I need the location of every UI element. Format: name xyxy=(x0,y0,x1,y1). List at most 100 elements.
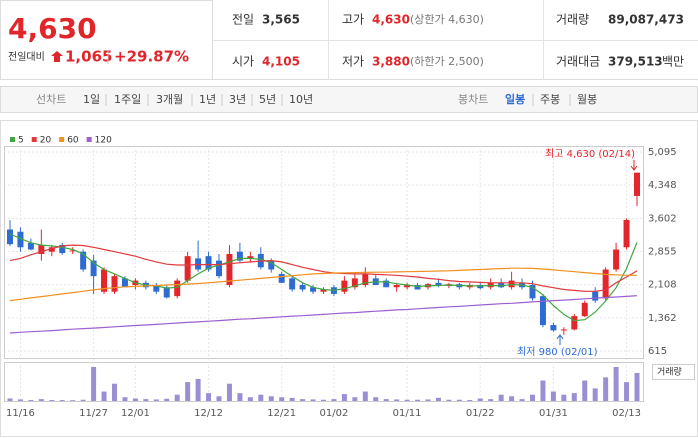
candle-body xyxy=(634,172,640,196)
tab[interactable]: 선차트 xyxy=(36,93,66,106)
volume-bar xyxy=(592,388,598,401)
toolbar xyxy=(0,86,698,113)
candle-body xyxy=(289,278,296,290)
volume-bar xyxy=(467,400,473,401)
candle-body xyxy=(362,273,369,286)
stat-value: 3,880 xyxy=(372,55,410,69)
ma-line xyxy=(9,244,638,292)
candle-period[interactable]: 일봉 xyxy=(505,92,525,106)
volume-bar xyxy=(561,394,567,401)
candle-body xyxy=(121,278,128,288)
volume-bar xyxy=(164,398,170,401)
volume-bar xyxy=(237,393,243,401)
x-tick-label: 01/11 xyxy=(393,408,422,419)
candle-body xyxy=(498,282,505,288)
candle-body xyxy=(529,285,536,299)
y-tick-label: 2,108 xyxy=(648,280,677,291)
candle-period[interactable]: 주봉 xyxy=(540,93,560,106)
price-box xyxy=(0,0,213,80)
stat-note: (하한가 2,500) xyxy=(410,54,484,68)
volume-bar xyxy=(112,383,117,401)
stat-label: 시가 xyxy=(232,55,254,69)
volume-bar xyxy=(331,399,337,401)
candle-body xyxy=(69,250,76,252)
candle-body xyxy=(38,245,45,254)
y-tick-label: 1,362 xyxy=(648,313,677,324)
volume-bar xyxy=(321,399,326,401)
candle-body xyxy=(216,260,222,277)
candle-body xyxy=(48,247,55,252)
volume-bar xyxy=(540,380,546,401)
volume-bar xyxy=(132,398,138,401)
volume-label-box xyxy=(652,364,695,380)
candle-body xyxy=(414,285,421,290)
period[interactable]: 10년 xyxy=(289,93,313,106)
stat-unit: 백만 xyxy=(662,55,684,69)
period[interactable]: 1주일 xyxy=(114,92,141,106)
candle-body xyxy=(80,251,87,270)
volume-bar xyxy=(7,398,13,401)
candle-body xyxy=(383,280,390,288)
price: 4,630 xyxy=(8,12,97,45)
candle-body xyxy=(571,316,578,330)
y-tick-label: 2,855 xyxy=(648,247,677,258)
annotation-arrow xyxy=(630,160,638,171)
plot-frame xyxy=(4,146,644,359)
stat-label: 거래량 xyxy=(556,13,589,27)
annotation: 최저 980 (02/01) xyxy=(517,346,598,358)
candle-period[interactable]: 월봉 xyxy=(577,93,597,106)
volume-bar xyxy=(362,391,368,401)
x-tick-label: 12/12 xyxy=(194,408,223,419)
candle-body xyxy=(351,278,358,288)
volume-label: 거래량 xyxy=(657,366,682,378)
period[interactable]: 5년 xyxy=(259,93,276,106)
change: 1,065 xyxy=(65,48,112,66)
volume-bar xyxy=(226,383,232,401)
stat-note: (상한가 4,630) xyxy=(410,13,484,26)
volume-bar xyxy=(498,394,504,401)
stat-label: 고가 xyxy=(342,13,364,27)
volume-bar xyxy=(206,393,212,401)
volume-bar xyxy=(634,372,640,401)
candle-body xyxy=(592,291,599,301)
candle-body xyxy=(7,229,13,245)
volume-bar xyxy=(247,397,253,401)
candle-body xyxy=(226,253,233,286)
annotation: 최고 4,630 (02/14) xyxy=(545,148,635,160)
volume-bar xyxy=(425,399,431,401)
up-icon xyxy=(51,51,63,62)
candle-body xyxy=(435,282,442,286)
volume-bar xyxy=(49,400,55,401)
candle-body xyxy=(90,260,97,277)
volume-bar xyxy=(404,399,410,401)
candle-body xyxy=(59,245,66,254)
volume-bar xyxy=(268,396,274,401)
x-tick-label: 12/01 xyxy=(121,408,150,419)
candle-body xyxy=(236,251,243,261)
volume-bar xyxy=(174,394,180,401)
candle-body xyxy=(550,325,557,331)
legend-label: 20 xyxy=(40,136,52,146)
period[interactable]: 1일 xyxy=(83,92,100,106)
volume-bar xyxy=(550,391,556,401)
candle-body xyxy=(27,242,34,250)
tab[interactable]: 봉차트 xyxy=(458,93,488,106)
volume-bar xyxy=(185,382,191,401)
volume-frame xyxy=(4,362,644,402)
period[interactable]: 3개월 xyxy=(156,93,183,106)
marks xyxy=(7,172,640,401)
candle-body xyxy=(195,258,202,270)
change-rate: +29.87% xyxy=(114,48,189,66)
volume-bar xyxy=(91,367,97,401)
period[interactable]: 3년 xyxy=(229,93,246,106)
legend-label: 60 xyxy=(67,136,79,146)
period[interactable]: 1년 xyxy=(199,93,216,106)
volume-bar xyxy=(582,380,588,401)
candle-body xyxy=(163,287,170,298)
ma-line xyxy=(9,267,637,302)
volume-bar xyxy=(415,399,421,401)
y-tick-label: 3,602 xyxy=(648,213,677,224)
candle-body xyxy=(278,273,285,283)
candle-body xyxy=(602,269,609,299)
